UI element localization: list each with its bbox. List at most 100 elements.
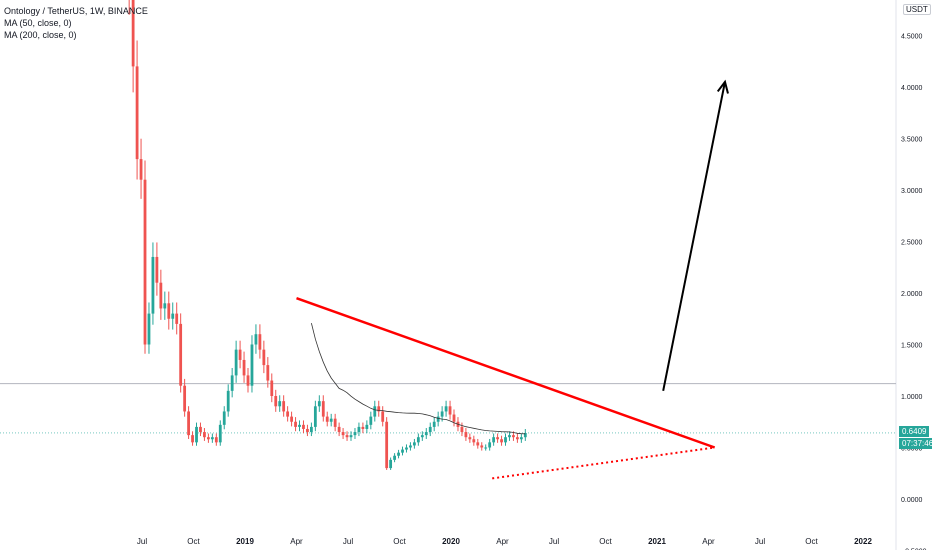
projection-arrow-head [716, 79, 729, 94]
x-tick-label: Oct [187, 537, 200, 546]
support-trendline [492, 446, 715, 480]
x-tick-label: Apr [496, 537, 509, 546]
y-tick-label: 4.5000 [901, 34, 923, 41]
x-tick-label: Jul [343, 537, 353, 546]
y-tick-label: 0.5000 [901, 446, 923, 453]
candle-body [282, 401, 286, 412]
candle-body [365, 424, 369, 429]
candles [128, 0, 527, 470]
candle-body [270, 380, 274, 396]
candle-body [135, 66, 139, 160]
candle-body [377, 406, 381, 412]
candle-body [428, 426, 432, 433]
candle-body [519, 437, 523, 440]
currency-badge[interactable]: USDT [903, 4, 931, 15]
y-tick-label: 4.0000 [901, 85, 923, 92]
y-tick-label: 2.0000 [901, 291, 923, 298]
candle-body [234, 349, 238, 376]
candle-body [492, 437, 496, 443]
candle-body [448, 406, 452, 415]
y-tick-label: 3.0000 [901, 188, 923, 195]
y-tick-label: 2.5000 [901, 240, 923, 247]
candle-body [155, 256, 159, 283]
candle-body [523, 432, 527, 438]
candle-body [464, 432, 468, 438]
candle-body [298, 424, 301, 427]
candle-body [254, 334, 258, 345]
candle-body [195, 426, 198, 443]
candle-body [472, 439, 476, 443]
candle-body [349, 435, 353, 438]
x-tick-label: Apr [702, 537, 715, 546]
candle-body [262, 349, 266, 366]
bar-countdown-badge: 07:37:46 [899, 437, 932, 449]
candle-body [500, 439, 503, 443]
candle-body [171, 313, 175, 319]
indicator-ma-50[interactable]: MA (50, close, 0) [4, 18, 72, 28]
candle-body [258, 334, 262, 350]
candle-body [163, 303, 167, 309]
x-tick-label: 2022 [854, 537, 872, 546]
x-tick-label: Apr [290, 537, 303, 546]
resistance-trendline [296, 296, 716, 449]
candle-body [361, 426, 365, 429]
candle-body [496, 437, 499, 440]
candle-body [369, 416, 373, 425]
symbol-title[interactable]: Ontology / TetherUS, 1W, BINANCE [4, 6, 148, 16]
y-tick-label: 0.0000 [901, 497, 923, 504]
candle-body [401, 449, 404, 453]
x-tick-label: 2021 [648, 537, 666, 546]
candle-body [139, 159, 143, 180]
candle-body [218, 424, 222, 443]
candle-body [147, 313, 151, 345]
candle-body [203, 432, 206, 438]
candle-body [381, 411, 385, 422]
chart-legend: Ontology / TetherUS, 1W, BINANCE MA (50,… [4, 5, 148, 41]
projection-arrow [662, 81, 726, 392]
candle-body [151, 256, 155, 314]
y-tick-label: 1.5000 [901, 343, 923, 350]
candle-body [345, 435, 349, 438]
candle-body [488, 442, 492, 448]
candle-body [420, 435, 424, 438]
candle-body [416, 437, 420, 443]
x-tick-label: Oct [805, 537, 818, 546]
candle-body [317, 401, 321, 407]
x-axis: Jul Oct 2019 Apr Jul Oct 2020 Apr Jul Oct 2021 Apr J… [137, 537, 873, 546]
candle-body [175, 313, 179, 324]
indicator-ma-200[interactable]: MA (200, close, 0) [4, 30, 77, 40]
candle-body [206, 437, 210, 440]
candle-body [159, 282, 163, 309]
candle-body [353, 432, 357, 436]
candle-body [187, 411, 190, 436]
candle-body [337, 426, 341, 433]
y-tick-label: 1.0000 [901, 394, 923, 401]
candle-body [226, 390, 230, 412]
x-tick-label: Oct [599, 537, 612, 546]
candle-body [313, 406, 317, 427]
candle-body [424, 432, 428, 436]
candle-body [357, 426, 361, 433]
x-tick-label: Jul [549, 537, 559, 546]
candle-body [436, 416, 440, 422]
candle-body [444, 406, 448, 412]
candle-body [341, 432, 345, 436]
candle-body [238, 349, 242, 360]
candle-body [393, 455, 396, 460]
candle-body [246, 375, 250, 386]
candle-body [480, 445, 484, 448]
candle-body [167, 303, 171, 319]
candle-body [409, 445, 412, 448]
candle-body [143, 179, 147, 345]
x-tick-label: 2020 [442, 537, 460, 546]
y-tick-label: −0.5000 [901, 549, 927, 550]
candle-body [468, 437, 472, 440]
candle-body [508, 435, 511, 438]
candle-body [333, 418, 337, 427]
candle-body [460, 426, 464, 433]
candle-body [274, 396, 278, 407]
candle-body [452, 414, 456, 422]
candle-body [397, 452, 400, 456]
drawings [296, 79, 729, 480]
